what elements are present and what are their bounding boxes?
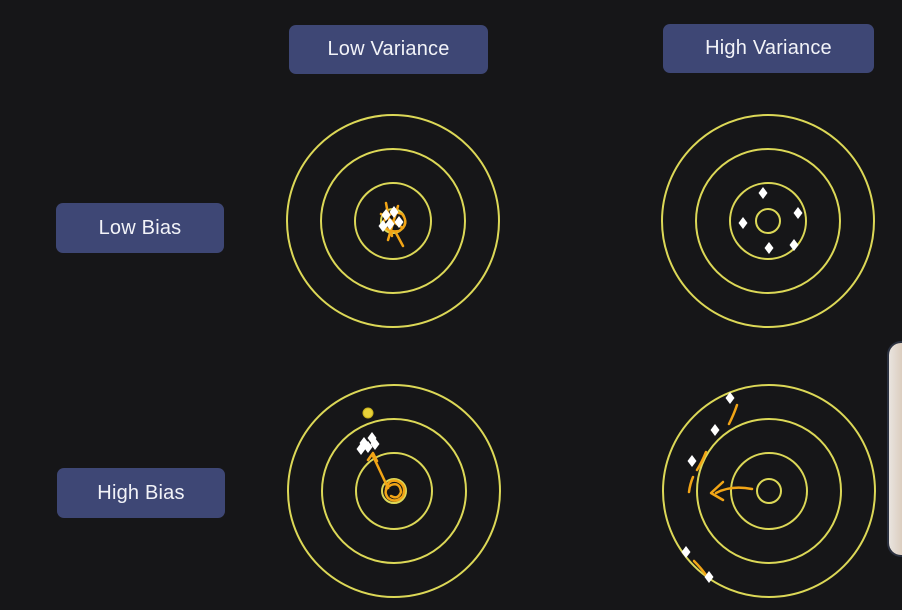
ring-middle bbox=[695, 148, 841, 294]
annotation-scribble bbox=[366, 451, 406, 502]
data-point bbox=[789, 239, 799, 251]
target-low-bias-high-variance bbox=[661, 114, 875, 328]
ring-outer bbox=[661, 114, 875, 328]
data-points bbox=[738, 187, 803, 254]
ring-inner bbox=[354, 182, 432, 260]
target-high-bias-high-variance bbox=[662, 384, 876, 598]
ring-inner bbox=[355, 452, 433, 530]
ring-outer bbox=[662, 384, 876, 598]
data-point bbox=[710, 424, 720, 436]
ring-inner bbox=[730, 452, 808, 530]
ring-bullseye bbox=[756, 478, 782, 504]
ring-bullseye bbox=[381, 478, 407, 504]
target-low-bias-low-variance bbox=[286, 114, 500, 328]
ring-inner bbox=[729, 182, 807, 260]
header-high-variance: High Variance bbox=[663, 24, 874, 73]
data-point bbox=[758, 187, 768, 199]
row-label-low-bias: Low Bias bbox=[56, 203, 224, 253]
annotation-scribble bbox=[687, 403, 754, 577]
data-point bbox=[764, 242, 774, 254]
ring-outer bbox=[286, 114, 500, 328]
data-points bbox=[356, 432, 380, 455]
data-point bbox=[738, 217, 748, 229]
row-label-high-bias: High Bias bbox=[57, 468, 225, 518]
ring-middle bbox=[320, 148, 466, 294]
cursor-marker bbox=[362, 407, 374, 419]
data-point bbox=[687, 455, 697, 467]
ring-middle bbox=[321, 418, 467, 564]
target-high-bias-low-variance bbox=[287, 384, 501, 598]
data-point bbox=[681, 546, 691, 558]
presenter-webcam-thumbnail bbox=[889, 343, 902, 555]
ring-middle bbox=[696, 418, 842, 564]
ring-outer bbox=[287, 384, 501, 598]
header-low-variance: Low Variance bbox=[289, 25, 488, 74]
data-point bbox=[793, 207, 803, 219]
ring-bullseye bbox=[755, 208, 781, 234]
